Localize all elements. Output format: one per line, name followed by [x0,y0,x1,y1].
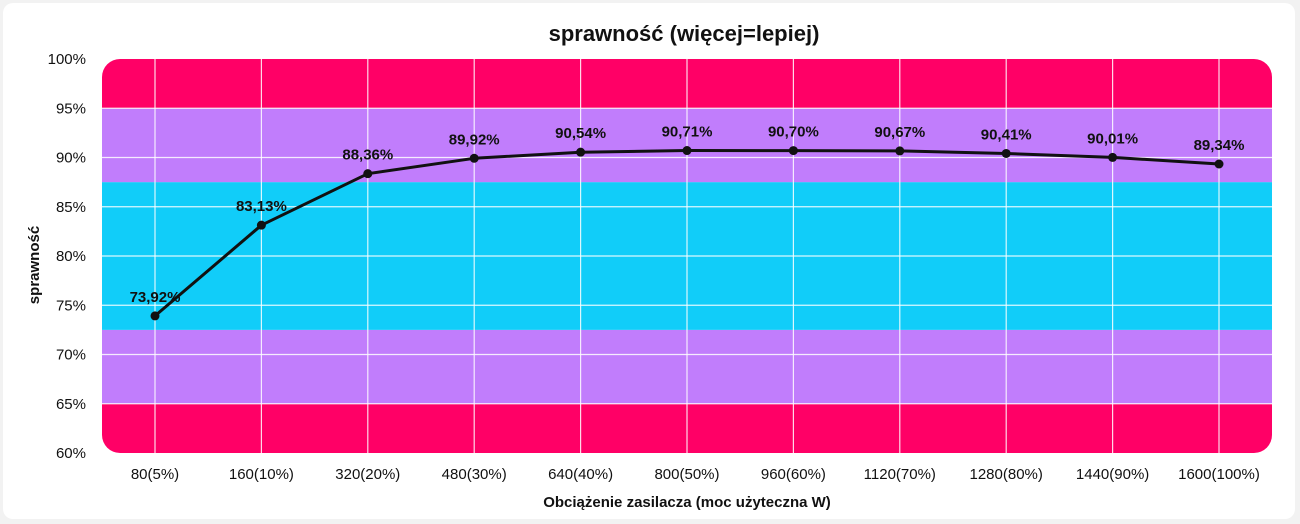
data-label: 83,13% [236,198,287,215]
x-tick-label: 480(30%) [442,466,507,483]
x-tick-label: 160(10%) [229,466,294,483]
x-tick-label: 1280(80%) [970,466,1043,483]
x-tick-label: 1120(70%) [864,466,936,483]
data-label: 90,41% [981,126,1032,143]
y-tick-label: 60% [56,445,86,462]
data-label: 90,54% [555,125,606,142]
data-label: 90,01% [1087,130,1138,147]
data-point [363,169,373,179]
data-point [576,147,586,157]
y-tick-label: 95% [56,100,86,117]
x-axis-label: Obciążenie zasilacza (moc użyteczna W) [543,494,831,511]
y-tick-label: 85% [56,199,86,216]
y-tick-label: 90% [56,150,86,167]
data-label: 90,70% [768,124,819,141]
x-tick-label: 960(60%) [761,466,826,483]
x-tick-label: 320(20%) [335,466,400,483]
y-tick-label: 80% [56,248,86,265]
x-tick-label: 1440(90%) [1076,466,1149,483]
data-point [150,311,160,321]
data-point [682,146,692,156]
data-point [469,153,479,163]
data-point [895,146,905,156]
x-tick-label: 800(50%) [654,466,719,483]
data-label: 73,92% [130,289,181,306]
x-tick-label: 640(40%) [548,466,613,483]
x-tick-label: 80(5%) [131,466,179,483]
data-label: 89,34% [1194,137,1245,154]
data-point [1001,148,1011,158]
data-point [788,146,798,156]
data-label: 89,92% [449,131,500,148]
data-label: 90,71% [662,124,713,141]
data-label: 88,36% [342,147,393,164]
y-tick-label: 100% [48,51,86,68]
chart-title: sprawność (więcej=lepiej) [549,21,820,46]
y-axis-label: sprawność [26,226,43,304]
x-tick-label: 1600(100%) [1178,466,1260,483]
y-tick-label: 70% [56,347,86,364]
data-label: 90,67% [874,124,925,141]
y-tick-label: 75% [56,297,86,314]
y-tick-label: 65% [56,396,86,413]
data-point [256,220,266,230]
data-point [1108,152,1118,162]
data-point [1214,159,1224,169]
